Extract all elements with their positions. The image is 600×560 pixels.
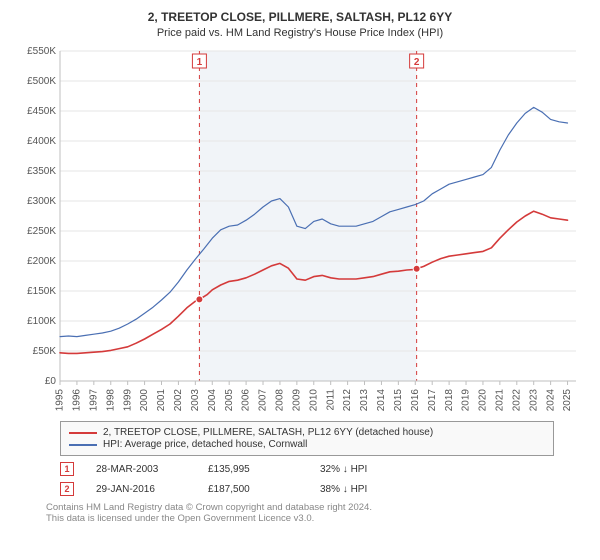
svg-text:2013: 2013 bbox=[359, 389, 370, 412]
svg-text:1: 1 bbox=[197, 57, 203, 68]
svg-text:2009: 2009 bbox=[291, 389, 302, 412]
event-delta: 32% ↓ HPI bbox=[320, 464, 410, 475]
svg-text:2007: 2007 bbox=[258, 389, 269, 412]
event-row: 2 29-JAN-2016 £187,500 38% ↓ HPI bbox=[60, 482, 584, 496]
svg-text:£100K: £100K bbox=[27, 316, 56, 327]
svg-text:2010: 2010 bbox=[308, 389, 319, 412]
svg-text:2020: 2020 bbox=[478, 389, 489, 412]
legend-swatch bbox=[69, 432, 97, 434]
svg-text:£0: £0 bbox=[45, 376, 57, 387]
svg-text:1998: 1998 bbox=[105, 389, 116, 412]
page-title: 2, TREETOP CLOSE, PILLMERE, SALTASH, PL1… bbox=[16, 10, 584, 24]
page-subtitle: Price paid vs. HM Land Registry's House … bbox=[16, 27, 584, 39]
legend-label: HPI: Average price, detached house, Corn… bbox=[103, 439, 307, 450]
legend-label: 2, TREETOP CLOSE, PILLMERE, SALTASH, PL1… bbox=[103, 427, 433, 438]
svg-text:2000: 2000 bbox=[139, 389, 150, 412]
svg-text:2004: 2004 bbox=[207, 389, 218, 412]
svg-text:2022: 2022 bbox=[511, 389, 522, 412]
svg-text:£150K: £150K bbox=[27, 286, 56, 297]
svg-text:£500K: £500K bbox=[27, 76, 56, 87]
svg-text:2: 2 bbox=[414, 57, 420, 68]
svg-text:2011: 2011 bbox=[325, 389, 336, 411]
svg-text:1996: 1996 bbox=[72, 389, 83, 412]
events-table: 1 28-MAR-2003 £135,995 32% ↓ HPI 2 29-JAN-201… bbox=[60, 462, 584, 496]
legend-row: 2, TREETOP CLOSE, PILLMERE, SALTASH, PL1… bbox=[69, 427, 545, 438]
svg-text:£450K: £450K bbox=[27, 106, 56, 117]
svg-text:2021: 2021 bbox=[495, 389, 506, 412]
svg-text:2006: 2006 bbox=[241, 389, 252, 412]
event-date: 29-JAN-2016 bbox=[96, 484, 186, 495]
legend: 2, TREETOP CLOSE, PILLMERE, SALTASH, PL1… bbox=[60, 421, 554, 456]
event-marker: 2 bbox=[60, 482, 74, 496]
legend-row: HPI: Average price, detached house, Corn… bbox=[69, 439, 545, 450]
event-price: £135,995 bbox=[208, 464, 298, 475]
svg-text:2001: 2001 bbox=[156, 389, 167, 412]
svg-text:2018: 2018 bbox=[444, 389, 455, 412]
svg-text:1997: 1997 bbox=[88, 389, 99, 412]
svg-text:£200K: £200K bbox=[27, 256, 56, 267]
svg-text:2024: 2024 bbox=[545, 389, 556, 412]
svg-text:2016: 2016 bbox=[410, 389, 421, 412]
svg-text:2012: 2012 bbox=[342, 389, 353, 412]
svg-text:2015: 2015 bbox=[393, 389, 404, 412]
svg-text:2025: 2025 bbox=[562, 389, 573, 412]
svg-text:2008: 2008 bbox=[275, 389, 286, 412]
svg-text:£50K: £50K bbox=[33, 346, 57, 357]
chart-svg: £0 £50K £100K £150K £200K £250K £300K £350K £400… bbox=[16, 45, 584, 415]
svg-text:1995: 1995 bbox=[55, 389, 66, 412]
svg-text:£250K: £250K bbox=[27, 226, 56, 237]
svg-text:2003: 2003 bbox=[190, 389, 201, 412]
svg-text:£400K: £400K bbox=[27, 136, 56, 147]
svg-text:2019: 2019 bbox=[461, 389, 472, 412]
legend-swatch bbox=[69, 444, 97, 446]
svg-text:£300K: £300K bbox=[27, 196, 56, 207]
svg-text:2017: 2017 bbox=[427, 389, 438, 412]
event-row: 1 28-MAR-2003 £135,995 32% ↓ HPI bbox=[60, 462, 584, 476]
event-date: 28-MAR-2003 bbox=[96, 464, 186, 475]
svg-text:2023: 2023 bbox=[528, 389, 539, 412]
svg-text:1999: 1999 bbox=[122, 389, 133, 412]
event-marker: 1 bbox=[60, 462, 74, 476]
event-delta: 38% ↓ HPI bbox=[320, 484, 410, 495]
svg-text:£350K: £350K bbox=[27, 166, 56, 177]
svg-text:2014: 2014 bbox=[376, 389, 387, 412]
footer-line-2: This data is licensed under the Open Gov… bbox=[46, 513, 584, 524]
svg-text:2005: 2005 bbox=[224, 389, 235, 412]
event-price: £187,500 bbox=[208, 484, 298, 495]
svg-text:2002: 2002 bbox=[173, 389, 184, 412]
footer-line-1: Contains HM Land Registry data © Crown c… bbox=[46, 502, 584, 513]
svg-text:£550K: £550K bbox=[27, 46, 56, 57]
price-chart: £0 £50K £100K £150K £200K £250K £300K £350K £400… bbox=[16, 45, 584, 415]
